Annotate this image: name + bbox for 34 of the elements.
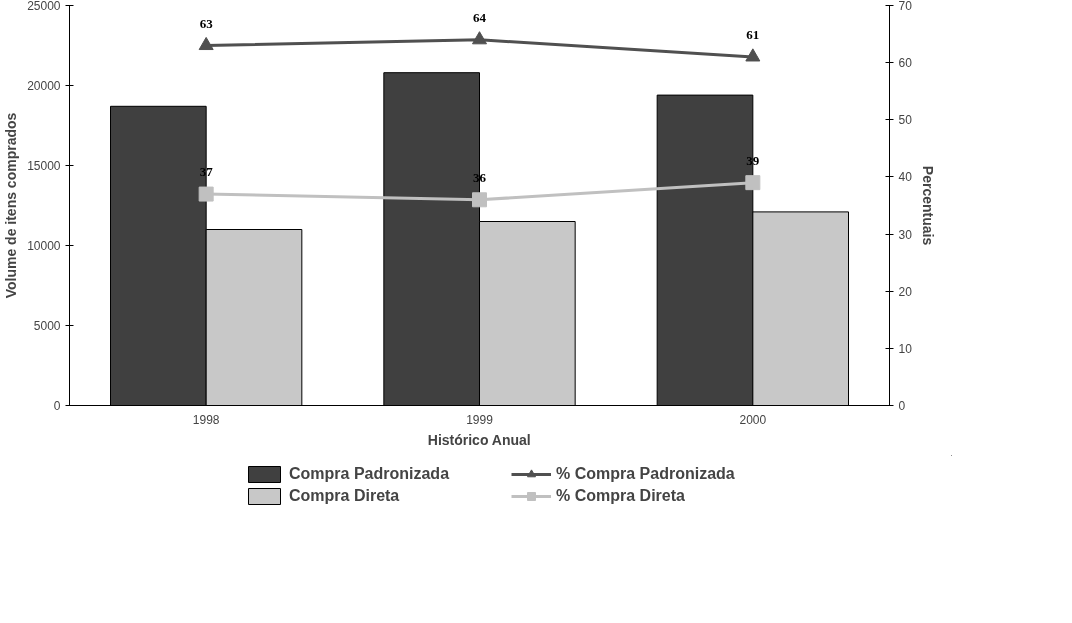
data-label: 36: [473, 169, 487, 185]
point: [198, 186, 214, 202]
legend-label: Compra Direta: [289, 487, 401, 505]
point: [472, 192, 487, 208]
data-label: 61: [746, 26, 760, 42]
x-tick-label: 1998: [192, 412, 220, 427]
y-tick-label: 10000: [27, 239, 61, 253]
y2-tick-label: 30: [898, 227, 913, 242]
y-tick-label: 25000: [27, 0, 61, 13]
legend-label: Compra Padronizada: [289, 465, 451, 483]
x-tick-label: 1999: [466, 412, 494, 427]
y2-axis-title: Percentuais: [919, 165, 936, 246]
data-label: 63: [199, 15, 214, 31]
x-tick-label: 2000: [739, 412, 767, 427]
y-tick-label: 0: [53, 399, 61, 413]
point: [472, 31, 487, 45]
y-tick-label: 5000: [33, 319, 61, 333]
point: [745, 175, 761, 191]
y2-tick-label: 0: [898, 399, 906, 413]
y2-tick-label: 40: [898, 170, 913, 185]
y2-tick-label: 20: [898, 284, 913, 299]
y-tick-label: 20000: [27, 79, 61, 93]
y2-tick-label: 60: [898, 56, 913, 71]
y2-tick-label: 50: [898, 113, 913, 128]
x-axis-title: Histórico Anual: [427, 431, 531, 448]
point: [198, 36, 214, 51]
legend-label: % Compra Padronizada: [556, 465, 736, 483]
y2-tick-label: 10: [898, 341, 913, 356]
point: [745, 48, 761, 62]
y2-tick-label: 70: [898, 0, 913, 13]
legend-label: % Compra Direta: [556, 487, 686, 505]
data-label: 64: [473, 9, 487, 25]
y-axis-title: Volume de itens comprados: [3, 112, 20, 299]
y-tick-label: 15000: [27, 159, 61, 173]
